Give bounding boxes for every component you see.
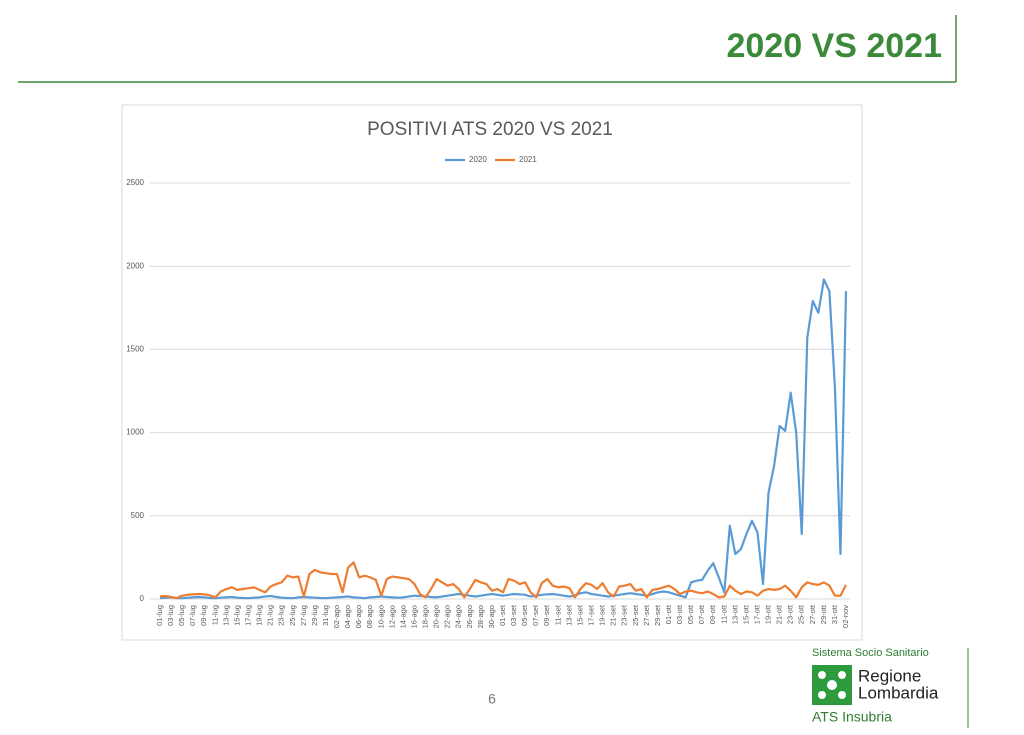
x-tick-label: 27-set — [642, 604, 651, 626]
x-tick-label: 02-nov — [841, 605, 850, 628]
x-tick-label: 07-set — [531, 604, 540, 626]
x-tick-label: 08-ago — [365, 605, 374, 628]
y-tick-label: 2000 — [126, 261, 144, 270]
x-tick-label: 11-ott — [719, 604, 728, 624]
x-tick-label: 10-ago — [376, 605, 385, 628]
x-tick-label: 31-ott — [830, 604, 839, 624]
x-tick-label: 18-ago — [421, 605, 430, 628]
x-tick-label: 11-set — [553, 604, 562, 625]
y-tick-label: 1500 — [126, 345, 144, 354]
x-tick-label: 04-ago — [343, 605, 352, 628]
x-tick-label: 13-lug — [221, 605, 230, 626]
x-tick-label: 30-ago — [487, 605, 496, 628]
chart-frame — [121, 104, 863, 641]
x-tick-label: 09-set — [542, 604, 551, 626]
y-tick-label: 0 — [140, 594, 145, 603]
x-tick-label: 09-lug — [199, 605, 208, 626]
logo-region: Lombardia — [858, 683, 939, 702]
x-tick-label: 23-lug — [277, 605, 286, 626]
x-tick-label: 29-set — [653, 604, 662, 626]
x-tick-label: 23-ott — [786, 604, 795, 624]
legend-label: 2020 — [469, 155, 487, 164]
x-tick-label: 23-set — [620, 604, 629, 626]
x-tick-label: 19-ott — [764, 604, 773, 624]
x-tick-label: 25-ott — [797, 604, 806, 624]
x-tick-label: 28-ago — [476, 605, 485, 628]
x-tick-label: 11-lug — [210, 605, 219, 625]
logo-cross — [818, 671, 846, 699]
x-tick-label: 27-ott — [808, 604, 817, 624]
x-tick-label: 01-lug — [155, 605, 164, 626]
series-line — [159, 278, 848, 600]
x-tick-label: 01-ott — [664, 604, 673, 624]
logo-region: Regione — [858, 666, 921, 685]
x-tick-label: 15-ott — [741, 604, 750, 624]
x-tick-label: 13-ott — [730, 604, 739, 624]
x-tick-label: 19-set — [598, 604, 607, 626]
legend-label: 2021 — [519, 155, 537, 164]
x-tick-label: 27-lug — [299, 605, 308, 626]
x-tick-label: 22-ago — [443, 605, 452, 628]
x-tick-label: 17-lug — [244, 605, 253, 626]
x-tick-label: 12-ago — [387, 605, 396, 628]
x-tick-label: 21-lug — [266, 605, 275, 626]
x-tick-label: 20-ago — [432, 605, 441, 628]
x-tick-label: 01-set — [498, 604, 507, 626]
x-tick-label: 21-set — [609, 604, 618, 626]
x-tick-label: 17-ott — [752, 604, 761, 624]
x-tick-label: 09-ott — [708, 604, 717, 624]
x-tick-label: 15-lug — [232, 605, 241, 626]
logo-system: Sistema Socio Sanitario — [812, 647, 929, 659]
x-tick-label: 15-set — [575, 604, 584, 626]
slide-title: 2020 VS 2021 — [726, 27, 942, 65]
y-tick-label: 1000 — [126, 428, 144, 437]
x-tick-label: 24-ago — [454, 605, 463, 628]
y-tick-label: 500 — [131, 511, 145, 520]
x-tick-label: 31-lug — [321, 605, 330, 626]
logo-agency: ATS Insubria — [812, 709, 892, 725]
x-tick-label: 21-ott — [775, 604, 784, 624]
x-tick-label: 03-set — [509, 604, 518, 626]
x-tick-label: 03-lug — [166, 605, 175, 626]
y-tick-label: 2500 — [126, 178, 144, 187]
x-tick-label: 03-ott — [675, 604, 684, 624]
x-tick-label: 17-set — [587, 604, 596, 626]
x-tick-label: 07-lug — [188, 605, 197, 626]
x-tick-label: 06-ago — [354, 605, 363, 628]
x-tick-label: 07-ott — [697, 604, 706, 624]
page-number: 6 — [488, 691, 496, 707]
x-tick-label: 05-set — [520, 604, 529, 626]
x-tick-label: 16-ago — [409, 605, 418, 628]
x-tick-label: 29-lug — [310, 605, 319, 626]
x-tick-label: 14-ago — [398, 605, 407, 628]
x-tick-label: 05-lug — [177, 605, 186, 626]
x-tick-label: 02-ago — [332, 605, 341, 628]
series-line — [159, 561, 847, 600]
x-tick-label: 05-ott — [686, 604, 695, 624]
x-tick-label: 25-set — [631, 604, 640, 626]
x-tick-label: 26-ago — [465, 605, 474, 628]
x-tick-label: 19-lug — [255, 605, 264, 626]
x-tick-label: 13-set — [564, 604, 573, 626]
x-tick-label: 25-lug — [288, 605, 297, 626]
x-tick-label: 29-ott — [819, 604, 828, 624]
chart-title: POSITIVI ATS 2020 VS 2021 — [367, 119, 613, 140]
